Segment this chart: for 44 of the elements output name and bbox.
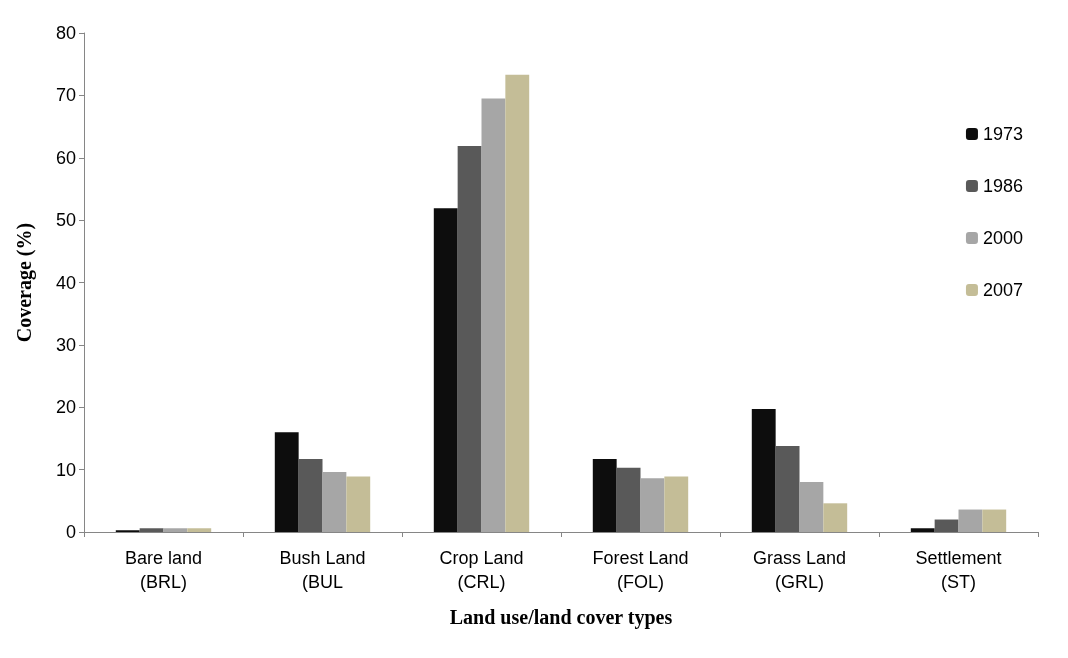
bar <box>322 472 347 532</box>
bar <box>481 98 506 532</box>
y-tick-label: 70 <box>55 85 76 106</box>
bar <box>934 519 959 532</box>
y-tick-label: 40 <box>55 272 76 293</box>
bar <box>346 476 371 532</box>
bar <box>139 528 164 532</box>
x-tick-label: Forest Land (FOL) <box>592 548 689 592</box>
legend-label: 1973 <box>982 124 1023 144</box>
bar <box>274 432 299 532</box>
legend-label: 2007 <box>982 280 1023 300</box>
bar <box>505 74 530 532</box>
y-tick-label: 60 <box>55 147 76 168</box>
bar <box>187 528 212 532</box>
bar <box>982 509 1007 532</box>
bar <box>958 509 983 532</box>
bar <box>775 445 800 532</box>
y-tick-label: 10 <box>55 459 76 480</box>
bar <box>664 476 689 532</box>
x-tick-label: Bush Land (BUL <box>279 548 366 592</box>
y-tick-label: 30 <box>55 334 76 355</box>
x-axis-title: Land use/land cover types <box>449 606 673 629</box>
bar <box>592 459 617 532</box>
y-axis-title: Coverage (%) <box>13 222 36 343</box>
x-tick-label: Crop Land (CRL) <box>439 548 524 592</box>
bar <box>457 145 482 532</box>
bar <box>298 459 323 532</box>
y-tick-label: 80 <box>55 23 76 43</box>
bar <box>163 528 188 532</box>
x-tick-label: Bare land (BRL) <box>124 548 203 592</box>
legend-label: 1986 <box>982 176 1023 196</box>
legend-label: 2000 <box>982 228 1023 248</box>
bar <box>910 528 935 532</box>
bar <box>799 482 824 532</box>
x-tick-label: Grass Land (GRL) <box>752 548 847 592</box>
bar <box>640 478 665 532</box>
bar <box>751 409 776 532</box>
bar <box>823 503 848 532</box>
x-tick-label: Settlement (ST) <box>915 548 1002 592</box>
y-tick-label: 0 <box>65 522 76 542</box>
y-tick-label: 50 <box>55 210 76 231</box>
bar <box>616 467 641 532</box>
bar <box>433 208 458 532</box>
y-tick-label: 20 <box>55 397 76 418</box>
